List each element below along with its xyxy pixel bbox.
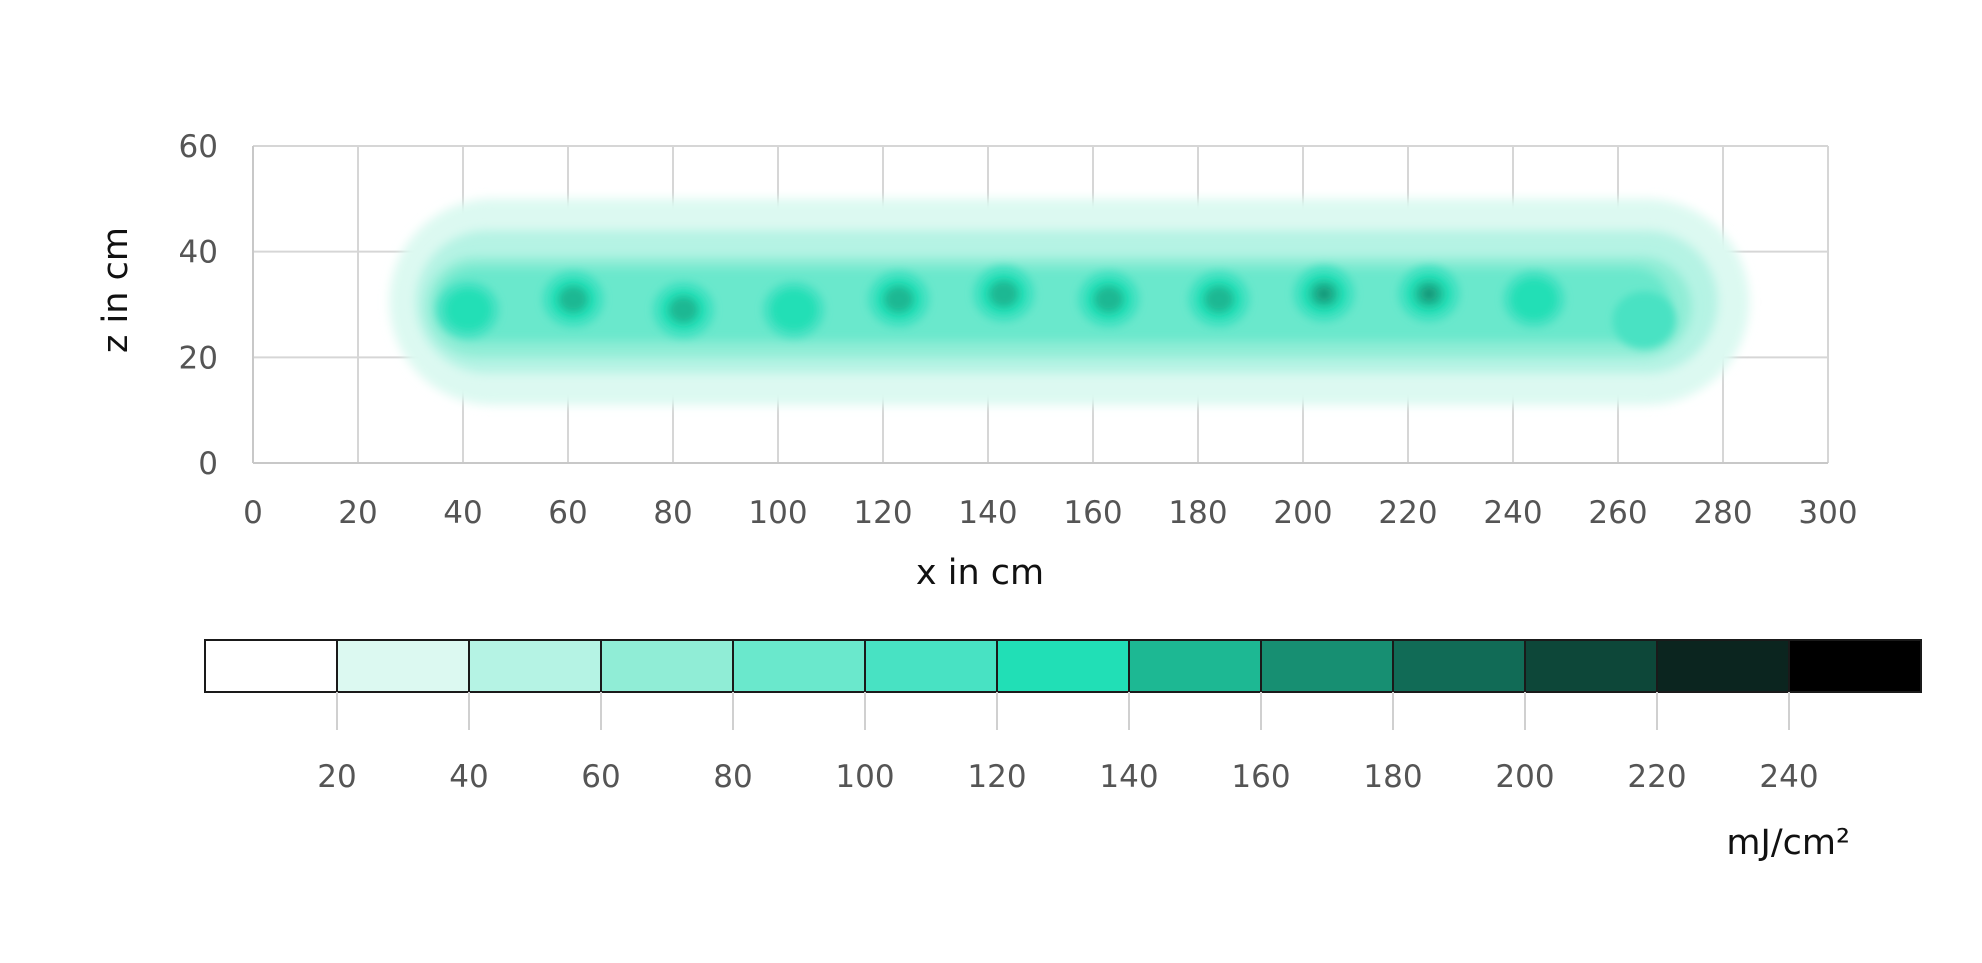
colorbar-tick-label: 60: [581, 759, 620, 795]
colorbar-tick-label: 220: [1627, 759, 1686, 795]
x-tick-label: 0: [243, 495, 263, 531]
colorbar-tick-label: 140: [1099, 759, 1158, 795]
dose-spot: [541, 270, 606, 329]
spot-level: [1510, 278, 1558, 321]
colorbar-bin: [1128, 639, 1262, 693]
x-tick-label: 140: [958, 495, 1017, 531]
colorbar-bin: [336, 639, 470, 693]
dose-spot: [1397, 265, 1461, 323]
y-tick-label: 0: [198, 446, 218, 482]
x-axis-label: x in cm: [916, 553, 1044, 593]
colorbar-tick-label: 160: [1231, 759, 1290, 795]
spot-level: [1204, 286, 1234, 313]
x-tick-label: 160: [1063, 495, 1122, 531]
dose-spot: [1076, 270, 1141, 329]
y-tick-label: 40: [179, 235, 218, 271]
spot-level: [1094, 286, 1124, 313]
colorbar-tick-label: 40: [449, 759, 488, 795]
colorbar-bin: [1524, 639, 1658, 693]
dose-spot: [1612, 291, 1677, 350]
colorbar-tick-label: 100: [835, 759, 894, 795]
y-tick-label: 60: [179, 129, 218, 165]
colorbar-bin: [864, 639, 998, 693]
colorbar-tick-label: 240: [1759, 759, 1818, 795]
dose-hotspots: [436, 265, 1677, 350]
colorbar-bin: [1260, 639, 1394, 693]
x-tick-label: 120: [853, 495, 912, 531]
spot-level: [989, 280, 1019, 308]
dose-spot: [1292, 265, 1356, 323]
colorbar-tick-label: 20: [317, 759, 356, 795]
x-tick-label: 220: [1378, 495, 1437, 531]
spot-level: [558, 286, 588, 313]
colorbar-bin: [1788, 639, 1922, 693]
spot-level: [770, 288, 817, 331]
x-tick-label: 40: [443, 495, 482, 531]
colorbar-tick-label: 180: [1363, 759, 1422, 795]
colorbar-bin: [204, 639, 338, 693]
dose-spot: [1187, 270, 1251, 329]
x-tick-label: 240: [1483, 495, 1542, 531]
x-tick-label: 200: [1273, 495, 1332, 531]
dose-spot: [1502, 270, 1566, 329]
contour-band: [436, 267, 1671, 342]
x-tick-label: 300: [1798, 495, 1857, 531]
y-axis-label: z in cm: [96, 227, 136, 353]
spot-level: [445, 288, 492, 331]
colorbar-tick-label: 120: [967, 759, 1026, 795]
dose-spot: [436, 280, 501, 339]
dose-spot: [866, 270, 931, 329]
x-tick-label: 260: [1588, 495, 1647, 531]
colorbar-bin: [732, 639, 866, 693]
colorbar-bin: [1392, 639, 1526, 693]
x-tick-label: 180: [1168, 495, 1227, 531]
x-tick-label: 100: [748, 495, 807, 531]
dose-spot: [971, 265, 1036, 323]
dose-spot: [651, 280, 716, 339]
y-tick-label: 20: [179, 340, 218, 376]
colorbar-bin: [1656, 639, 1790, 693]
colorbar: [204, 639, 1922, 693]
x-axis-ticks: 0 20 40 60 80 100 120 140 160 180 200 220 240 260 280 3…: [243, 495, 1857, 531]
spot-level: [884, 286, 914, 313]
colorbar-bin: [468, 639, 602, 693]
colorbar-tick-label: 80: [713, 759, 752, 795]
colorbar-tick-label: 200: [1495, 759, 1554, 795]
spot-level: [1423, 288, 1435, 300]
colorbar-bin: [996, 639, 1130, 693]
heatmap-field: [389, 198, 1750, 405]
spot-level: [1318, 288, 1330, 300]
dose-spot: [761, 280, 826, 339]
colorbar-bin: [600, 639, 734, 693]
plot-axes: [252, 146, 1828, 464]
x-tick-label: 280: [1693, 495, 1752, 531]
y-axis-ticks: 0 20 40 60: [179, 129, 218, 482]
spot-level: [1612, 291, 1677, 350]
colorbar-unit-label: mJ/cm²: [1726, 823, 1850, 863]
x-tick-label: 20: [338, 495, 377, 531]
x-tick-label: 80: [653, 495, 692, 531]
x-tick-label: 60: [548, 495, 587, 531]
colorbar-ticks: 20 40 60 80 100 120 140 160 180 200 220 240: [317, 692, 1819, 795]
spot-level: [669, 296, 698, 323]
